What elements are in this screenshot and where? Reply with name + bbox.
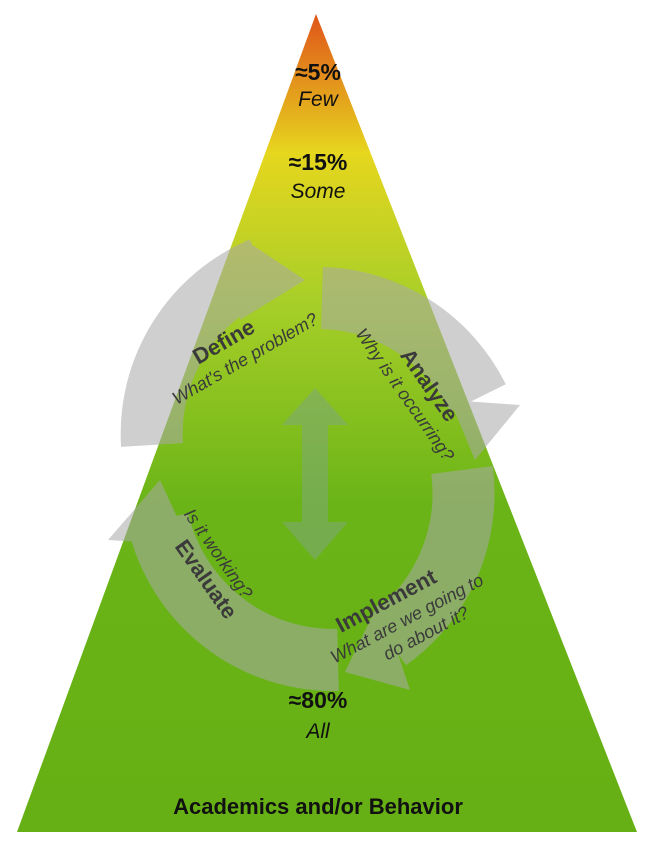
double-headed-arrow-icon xyxy=(282,388,348,560)
tier-base-percent: ≈80% xyxy=(289,687,348,713)
circular-arrow-icon xyxy=(108,239,520,692)
tier-middle-label: Some xyxy=(291,180,346,203)
pyramid-footer: Academics and/or Behavior xyxy=(173,794,463,819)
tier-top-label: Few xyxy=(298,88,340,111)
tier-base-label: All xyxy=(304,720,331,743)
tier-top-percent: ≈5% xyxy=(295,59,341,85)
tier-middle-percent: ≈15% xyxy=(289,149,348,175)
